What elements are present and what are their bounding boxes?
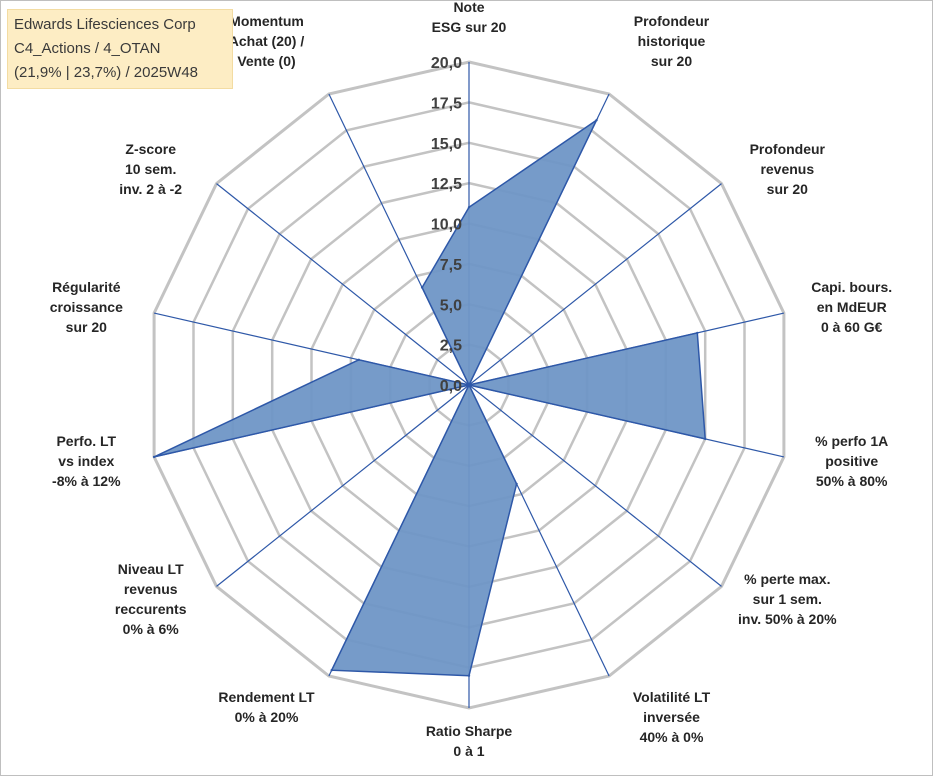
data-point-10 <box>152 455 156 459</box>
spoke-12 <box>216 183 470 386</box>
radar-category-labels: Note ESG sur 20 Profondeur historique sur 20… <box>50 1 892 759</box>
series-area-0 <box>153 117 707 677</box>
tick-label-1: 2,5 <box>440 338 462 355</box>
category-label-5: % perte max. sur 1 sem. inv. 50% à 20% <box>738 571 837 627</box>
category-label-0: Note ESG sur 20 <box>432 1 507 35</box>
category-label-line: sur 20 <box>767 181 808 197</box>
category-label-12: Z-score 10 sem. inv. 2 à -2 <box>119 141 182 197</box>
category-label-line: Achat (20) / <box>229 33 305 49</box>
category-label-line: en MdEUR <box>817 299 887 315</box>
category-label-line: Capi. bours. <box>811 279 892 295</box>
category-label-line: positive <box>825 453 878 469</box>
data-point-8 <box>330 669 333 672</box>
category-label-3: Capi. bours. en MdEUR 0 à 60 G€ <box>811 279 892 335</box>
data-point-6 <box>515 482 518 486</box>
tick-label-7: 17,5 <box>431 95 462 112</box>
tick-label-8: 20,0 <box>431 55 462 72</box>
category-label-line: 40% à 0% <box>640 729 704 745</box>
data-point-7 <box>467 674 471 677</box>
category-label-line: -8% à 12% <box>52 473 121 489</box>
category-label-9: Niveau LT revenus reccurents 0% à 6% <box>115 561 187 637</box>
tick-label-2: 5,0 <box>440 297 462 314</box>
category-label-line: 0% à 20% <box>235 709 299 725</box>
category-label-line: 0 à 60 G€ <box>821 319 883 335</box>
category-label-line: Régularité <box>52 279 121 295</box>
category-label-8: Rendement LT 0% à 20% <box>218 689 315 725</box>
category-label-line: Perfo. LT <box>56 433 116 449</box>
category-label-line: croissance <box>50 299 123 315</box>
spoke-5 <box>468 384 722 587</box>
data-point-12 <box>467 383 471 387</box>
category-label-line: inv. 2 à -2 <box>119 181 182 197</box>
category-label-line: Rendement LT <box>218 689 315 705</box>
category-label-10: Perfo. LT vs index -8% à 12% <box>52 433 121 489</box>
category-label-line: 10 sem. <box>125 161 176 177</box>
category-label-6: Volatilité LT inversée 40% à 0% <box>633 689 711 745</box>
category-label-line: ESG sur 20 <box>432 19 507 35</box>
category-label-line: % perfo 1A <box>815 433 888 449</box>
title-line-category: C4_Actions / 4_OTAN <box>14 40 161 57</box>
tick-label-0: 0,0 <box>440 378 462 395</box>
data-point-4 <box>704 437 707 441</box>
spoke-2 <box>468 183 722 386</box>
category-label-line: revenus <box>124 581 178 597</box>
category-label-2: Profondeur revenus sur 20 <box>750 141 826 197</box>
data-point-13 <box>420 286 424 289</box>
category-label-11: Régularité croissance sur 20 <box>50 279 123 335</box>
radar-series <box>152 117 707 677</box>
category-label-line: historique <box>638 33 706 49</box>
category-label-13: Momentum Achat (20) / Vente (0) <box>229 13 305 69</box>
category-label-line: vs index <box>58 453 114 469</box>
category-label-line: % perte max. <box>744 571 830 587</box>
spoke-9 <box>216 384 470 587</box>
category-label-7: Ratio Sharpe 0 à 1 <box>426 723 513 759</box>
category-label-line: reccurents <box>115 601 187 617</box>
data-point-11 <box>357 358 360 361</box>
category-label-line: sur 20 <box>651 53 692 69</box>
category-label-1: Profondeur historique sur 20 <box>634 13 710 69</box>
category-label-line: inversée <box>643 709 700 725</box>
tick-label-3: 7,5 <box>440 257 462 274</box>
category-label-line: Profondeur <box>750 141 826 157</box>
category-label-line: Vente (0) <box>237 53 295 69</box>
category-label-line: Momentum <box>229 13 304 29</box>
category-label-line: sur 1 sem. <box>753 591 822 607</box>
data-point-1 <box>595 119 598 122</box>
category-label-line: Note <box>453 1 484 15</box>
tick-label-5: 12,5 <box>431 176 462 193</box>
category-label-line: Niveau LT <box>118 561 184 577</box>
tick-label-6: 15,0 <box>431 136 462 153</box>
category-label-line: 0% à 6% <box>123 621 180 637</box>
data-point-0 <box>467 206 471 209</box>
title-line-period: (21,9% | 23,7%) / 2025W48 <box>14 64 198 81</box>
title-line-company: Edwards Lifesciences Corp <box>14 16 196 33</box>
category-label-line: sur 20 <box>66 319 107 335</box>
category-label-4: % perfo 1A positive 50% à 80% <box>815 433 888 489</box>
category-label-line: Profondeur <box>634 13 710 29</box>
radar-tick-labels: 0,0 2,5 5,0 7,5 10,0 12,5 15,0 17,5 20,0 <box>431 55 462 395</box>
chart-title-box: Edwards Lifesciences Corp C4_Actions / 4… <box>7 9 233 89</box>
data-point-3 <box>696 331 699 335</box>
category-label-line: inv. 50% à 20% <box>738 611 837 627</box>
category-label-line: revenus <box>760 161 814 177</box>
category-label-line: Ratio Sharpe <box>426 723 513 739</box>
category-label-line: Z-score <box>125 141 176 157</box>
category-label-line: 0 à 1 <box>453 743 484 759</box>
category-label-line: Volatilité LT <box>633 689 711 705</box>
category-label-line: 50% à 80% <box>816 473 888 489</box>
tick-label-4: 10,0 <box>431 217 462 234</box>
